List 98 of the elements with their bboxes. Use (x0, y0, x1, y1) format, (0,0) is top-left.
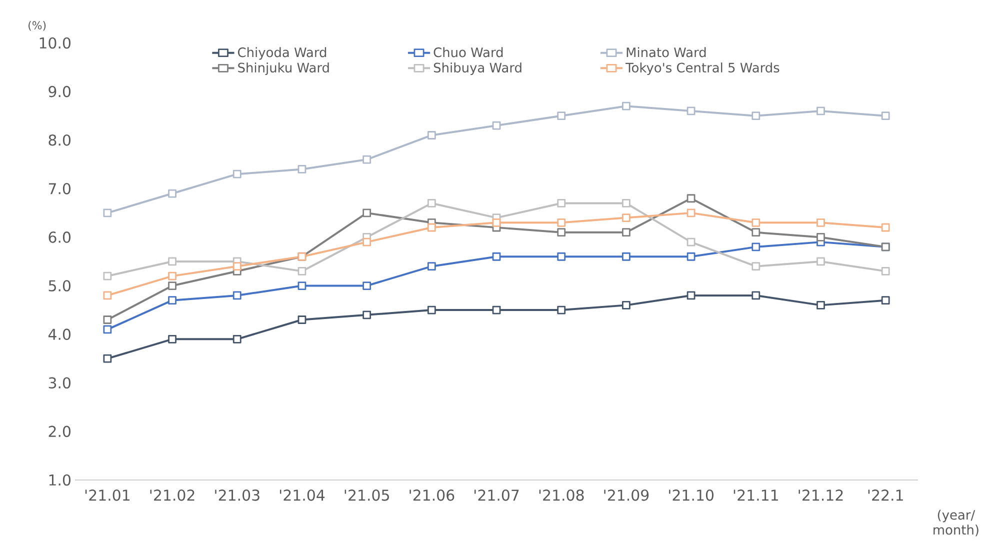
point (686, 208, 696, 218)
point (816, 218, 825, 227)
legend-label: Chiyoda Ward (238, 47, 326, 60)
x-tick-label: '21.08 (539, 490, 584, 501)
point (816, 300, 825, 310)
point (492, 306, 501, 314)
x-tick-label: '21.06 (410, 490, 454, 501)
point (622, 214, 630, 222)
point (752, 112, 760, 120)
point (622, 252, 630, 261)
point (427, 223, 436, 232)
x-tick-label: '22.1 (868, 490, 903, 501)
point (427, 262, 436, 271)
x-tick-label: '21.09 (604, 490, 649, 501)
point (752, 228, 760, 237)
point (298, 282, 306, 290)
point (168, 334, 176, 344)
point (752, 242, 760, 252)
point (881, 112, 890, 120)
point (103, 325, 112, 334)
point (557, 199, 566, 208)
x-tick-label: '21.11 (734, 490, 778, 501)
point (362, 310, 372, 320)
x-tick-label: '21.05 (344, 490, 389, 501)
point (427, 131, 436, 140)
point (752, 291, 760, 300)
point (622, 300, 630, 310)
y-tick-label: 4.0 (48, 328, 70, 340)
point (298, 267, 306, 276)
point (168, 257, 176, 266)
y-tick-label: 8.0 (48, 134, 70, 146)
point (686, 106, 696, 116)
point (557, 252, 566, 261)
x-tick-label: '21.10 (669, 490, 714, 501)
point (686, 291, 696, 300)
y-tick-label: 10.0 (40, 37, 70, 49)
point (557, 306, 566, 314)
y-tick-label: 2.0 (48, 426, 70, 438)
x-tick-label: '21.04 (280, 490, 325, 501)
y-tick-label: 3.0 (48, 377, 70, 389)
point (622, 102, 630, 110)
legend-label: Shibuya Ward (434, 62, 522, 76)
point (103, 272, 112, 280)
y-tick-label: 9.0 (48, 86, 70, 98)
x-tick-label: '21.01 (85, 490, 130, 501)
point (168, 296, 176, 305)
point (686, 252, 696, 261)
point (881, 223, 890, 232)
x-axis-title: (year/ month) (934, 510, 978, 536)
point (168, 272, 176, 280)
y-tick-label: 5.0 (48, 280, 70, 292)
point (103, 316, 112, 324)
point (232, 291, 242, 300)
x-tick-label: '21.07 (474, 490, 519, 501)
legend-label: Tokyo's Central 5 Wards (626, 62, 780, 76)
point (622, 228, 630, 237)
point (881, 267, 890, 276)
point (492, 252, 501, 261)
point (362, 282, 372, 290)
point (492, 121, 501, 130)
point (103, 354, 112, 363)
point (752, 262, 760, 271)
point (816, 233, 825, 242)
y-tick-label: 7.0 (48, 183, 70, 194)
point (427, 199, 436, 208)
point (362, 155, 372, 164)
point (427, 306, 436, 314)
point (622, 199, 630, 208)
x-tick-label: '21.03 (215, 490, 260, 501)
y-tick-label: 1.0 (49, 474, 70, 486)
point (168, 189, 176, 198)
point (232, 334, 242, 344)
legend-label: Chuo Ward (434, 47, 503, 58)
legend-label: Shinjuku Ward (238, 62, 329, 76)
point (752, 218, 760, 227)
point (232, 170, 242, 178)
point (103, 208, 112, 218)
point (816, 106, 825, 116)
x-tick-label: '21.12 (798, 490, 843, 501)
y-axis-title: (%) (28, 20, 46, 31)
point (298, 316, 306, 324)
point (557, 228, 566, 237)
x-tick-label: '21.02 (150, 490, 194, 501)
y-tick-label: 6.0 (48, 232, 70, 243)
point (686, 238, 696, 246)
point (362, 208, 372, 218)
point (686, 194, 696, 203)
point (298, 165, 306, 174)
point (168, 282, 176, 290)
legend-label: Minato Ward (626, 47, 706, 58)
point (232, 262, 242, 271)
point (557, 112, 566, 120)
point (362, 238, 372, 246)
point (103, 291, 112, 300)
point (881, 296, 890, 305)
point (816, 257, 825, 266)
point (492, 218, 501, 227)
point (557, 218, 566, 227)
